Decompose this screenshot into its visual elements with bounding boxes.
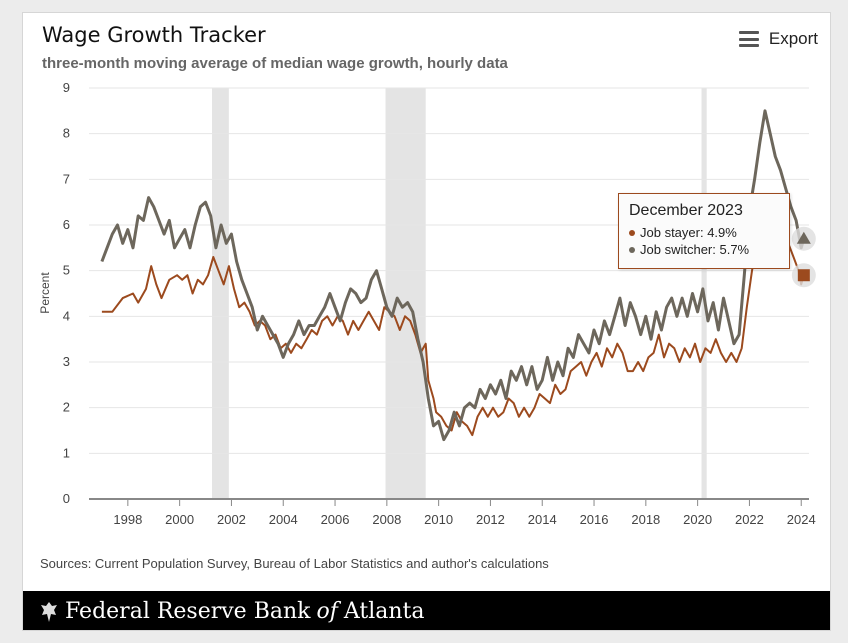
chart-tooltip: December 2023 Job stayer: 4.9% Job switc… <box>618 193 790 269</box>
y-tick-label-2: 2 <box>63 400 70 415</box>
x-tick-label-1998: 1998 <box>113 512 142 527</box>
brand-text-of: of <box>316 599 338 624</box>
recession-band-0 <box>212 88 229 499</box>
footer-banner: Federal Reserve Bank of Atlanta <box>23 591 830 630</box>
export-label: Export <box>768 29 818 48</box>
brand-text-post: Atlanta <box>343 599 425 624</box>
line-chart: 0 1 2 3 4 5 6 7 8 9 1998 2000 2002 2004 2006 2008 2010 20… <box>38 80 816 527</box>
chart-title: Wage Growth Tracker <box>42 23 266 47</box>
tooltip-stayer-label: Job stayer: 4.9% <box>640 225 737 240</box>
y-tick-label-1: 1 <box>63 445 70 460</box>
x-tick-label-2024: 2024 <box>787 512 816 527</box>
y-tick-label-6: 6 <box>63 217 70 232</box>
y-tick-label-7: 7 <box>63 171 70 186</box>
tooltip-row-stayer: Job stayer: 4.9% <box>629 224 779 241</box>
series-line-job-switcher <box>100 109 806 442</box>
y-tick-label-5: 5 <box>63 263 70 278</box>
stayer-end-marker <box>797 269 810 282</box>
x-tick-label-2022: 2022 <box>735 512 764 527</box>
y-tick-label-4: 4 <box>63 308 70 323</box>
y-tick-label-0: 0 <box>63 491 70 506</box>
chart-card: Wage Growth Tracker three-month moving a… <box>22 12 831 631</box>
x-tick-label-2014: 2014 <box>528 512 557 527</box>
menu-icon <box>738 31 759 47</box>
eagle-icon <box>41 601 57 622</box>
export-button[interactable]: Export <box>738 29 818 49</box>
x-tick-label-2018: 2018 <box>631 512 660 527</box>
series-line-job-stayer <box>101 219 805 437</box>
y-tick-label-8: 8 <box>63 126 70 141</box>
x-tick-label-2010: 2010 <box>424 512 453 527</box>
recession-band-1 <box>385 88 426 499</box>
x-tick-label-2008: 2008 <box>372 512 401 527</box>
x-tick-label-2016: 2016 <box>580 512 609 527</box>
y-axis-label: Percent <box>38 272 52 314</box>
chart-subtitle: three-month moving average of median wag… <box>42 55 508 72</box>
tooltip-switcher-label: Job switcher: 5.7% <box>640 242 750 257</box>
y-tick-label-3: 3 <box>63 354 70 369</box>
x-tick-label-2002: 2002 <box>217 512 246 527</box>
switcher-dot-icon <box>629 246 635 253</box>
switcher-end-marker <box>796 231 811 244</box>
x-tick-label-2004: 2004 <box>269 512 298 527</box>
tooltip-row-switcher: Job switcher: 5.7% <box>629 241 779 258</box>
x-tick-label-2006: 2006 <box>321 512 350 527</box>
brand-text-pre: Federal Reserve Bank <box>65 599 311 624</box>
y-tick-label-9: 9 <box>63 80 70 95</box>
x-tick-label-2012: 2012 <box>476 512 505 527</box>
x-tick-label-2000: 2000 <box>165 512 194 527</box>
x-tick-label-2020: 2020 <box>683 512 712 527</box>
tooltip-title: December 2023 <box>629 202 743 219</box>
sources-note: Sources: Current Population Survey, Bure… <box>40 556 549 571</box>
stayer-dot-icon <box>629 229 635 236</box>
